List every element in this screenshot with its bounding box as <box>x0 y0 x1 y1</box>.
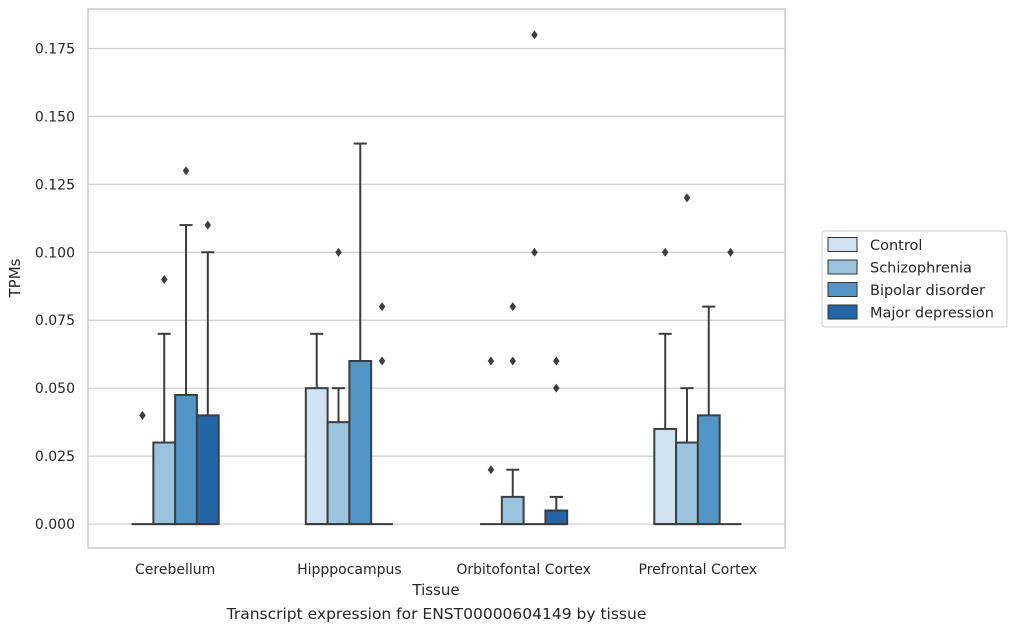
box-rect <box>348 359 373 526</box>
figure-caption: Transcript expression for ENST0000060414… <box>226 605 647 623</box>
box-element <box>696 305 721 526</box>
outlier-point <box>727 247 734 257</box>
box-element <box>304 332 329 526</box>
box-element <box>653 332 678 526</box>
box-rect <box>696 414 721 526</box>
x-tick-label: Prefrontal Cortex <box>639 562 758 578</box>
legend-swatch <box>827 259 858 275</box>
outlier-point <box>182 166 190 176</box>
outlier-point <box>487 465 495 475</box>
x-tick-label: Orbitofontal Cortex <box>456 562 591 578</box>
outlier-point <box>487 356 495 366</box>
y-tick-label: 0.000 <box>35 517 75 533</box>
box-rect <box>152 441 177 526</box>
legend: Control Schizophrenia Bipolar disorder Majo… <box>821 230 1008 328</box>
x-axis-label: Tissue <box>411 581 459 599</box>
y-tick-label: 0.175 <box>35 41 75 57</box>
outlier-point <box>378 302 386 312</box>
y-axis-label: TPMs <box>6 258 24 298</box>
outlier-point <box>378 356 386 366</box>
legend-label: Control <box>870 238 922 254</box>
outlier-point <box>683 193 691 203</box>
outlier-point <box>509 356 516 366</box>
plot-frame <box>87 8 786 549</box>
y-tick-label: 0.050 <box>35 381 75 397</box>
legend-label: Schizophrenia <box>870 261 972 277</box>
legend-swatch <box>827 282 858 297</box>
box-rect <box>500 495 525 526</box>
legend-swatch <box>827 237 858 252</box>
box-element <box>675 387 699 526</box>
y-tick-label: 0.125 <box>35 177 75 193</box>
box-rect <box>195 414 220 526</box>
box-element <box>544 495 569 526</box>
box-rect <box>326 421 351 526</box>
outlier-point <box>509 302 516 312</box>
outlier-point <box>204 220 212 230</box>
legend-frame <box>821 230 1008 328</box>
x-tick-label: Cerebellum <box>135 562 215 578</box>
box-element <box>195 251 220 526</box>
box-element <box>326 387 351 526</box>
y-tick-label: 0.025 <box>35 449 75 465</box>
legend-label: Bipolar disorder <box>870 283 985 299</box>
box-element <box>348 142 373 526</box>
outlier-point <box>531 247 538 257</box>
x-tick-label: Hipppocampus <box>297 562 402 578</box>
outlier-point <box>160 274 168 284</box>
legend-swatch <box>827 304 858 320</box>
outlier-point <box>531 30 538 40</box>
outlier-point <box>335 247 342 257</box>
box-rect <box>174 393 198 526</box>
box-rect <box>653 427 678 526</box>
box-element <box>152 332 177 526</box>
box-rect <box>675 441 699 526</box>
box-rect <box>304 387 329 526</box>
box-rect <box>544 509 569 526</box>
outlier-point <box>139 410 146 420</box>
box-element <box>500 468 525 526</box>
y-tick-label: 0.100 <box>35 245 75 261</box>
y-tick-label: 0.150 <box>35 109 75 125</box>
legend-label: Major depression <box>870 306 994 322</box>
y-tick-label: 0.075 <box>35 313 75 329</box>
outlier-point <box>661 247 669 257</box>
outlier-point <box>553 356 560 366</box>
outlier-point <box>553 383 560 393</box>
box-element <box>174 224 198 526</box>
